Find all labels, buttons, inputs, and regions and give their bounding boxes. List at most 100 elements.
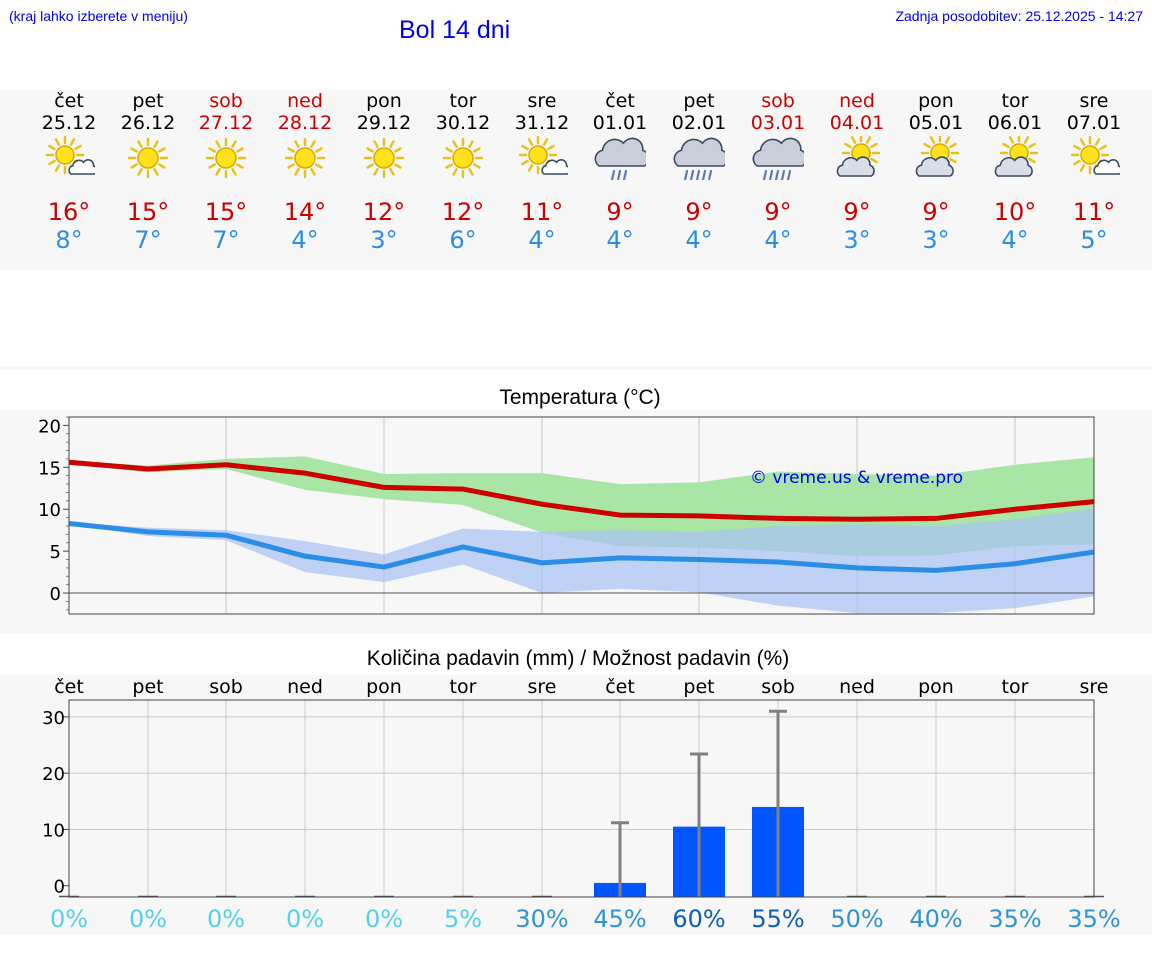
category-label: sob	[209, 676, 243, 698]
day-name: pet	[683, 90, 715, 112]
day-date: 26.12	[120, 112, 176, 134]
min-temperature: 3°	[922, 226, 950, 254]
min-temperature: 7°	[134, 226, 162, 254]
day-date: 25.12	[41, 112, 97, 134]
day-name: ned	[839, 90, 875, 112]
y-tick-label: 10	[38, 500, 61, 521]
precip-probability: 50%	[830, 905, 883, 933]
sun-behind-cloud-icon	[994, 136, 1039, 177]
category-label: pon	[918, 676, 954, 698]
day-name: tor	[1001, 90, 1029, 112]
day-date: 28.12	[277, 112, 333, 134]
max-temperature: 12°	[362, 198, 406, 226]
last-updated: Zadnja posodobitev: 25.12.2025 - 14:27	[895, 8, 1143, 24]
precip-probability: 35%	[988, 905, 1041, 933]
max-temperature: 9°	[606, 198, 634, 226]
max-temperature: 10°	[993, 198, 1037, 226]
max-temperature: 12°	[441, 198, 485, 226]
category-label: čet	[605, 676, 635, 698]
location-hint[interactable]: (kraj lahko izberete v meniju)	[9, 8, 188, 24]
max-line	[68, 459, 1095, 522]
cloud-rain-icon	[594, 137, 646, 180]
category-label: tor	[1002, 676, 1029, 698]
category-label: pon	[366, 676, 402, 698]
day-name: tor	[449, 90, 477, 112]
plot-border	[68, 416, 1095, 615]
max-temperature: 14°	[283, 198, 327, 226]
max-temperature: 9°	[685, 198, 713, 226]
day-date: 07.01	[1066, 112, 1122, 134]
precip-probability: 30%	[515, 905, 568, 933]
min-temperature: 6°	[449, 226, 477, 254]
min-temperature: 4°	[291, 226, 319, 254]
precipitation-chart-title: Količina padavin (mm) / Možnost padavin …	[366, 647, 790, 670]
y-tick-label: 30	[42, 708, 65, 729]
precip-probability: 0%	[129, 905, 167, 933]
precip-probability: 60%	[672, 905, 725, 933]
max-temperature: 9°	[764, 198, 792, 226]
precip-probability: 35%	[1067, 905, 1120, 933]
precipitation-chart: čet pet sob ned pon tor sre čet pet sob ned pon tor s…	[42, 676, 1121, 933]
min-temperature: 8°	[55, 226, 83, 254]
min-line	[68, 520, 1095, 573]
plot-border	[68, 699, 1095, 898]
day-date: 02.01	[671, 112, 727, 134]
day-name: sob	[761, 90, 795, 112]
daily-forecast-strip: čet 25.12 16° 8° pet 26.12 15° 7° sob 27.12 15° 7° n…	[0, 90, 1152, 270]
day-name: čet	[605, 90, 635, 112]
day-name: sre	[1079, 90, 1109, 112]
day-date: 30.12	[435, 112, 491, 134]
precip-probability: 55%	[751, 905, 804, 933]
day-name: pon	[366, 90, 402, 112]
sun-cloud-icon	[1070, 136, 1120, 175]
y-tick-label: 5	[50, 542, 61, 563]
min-temperature: 3°	[843, 226, 871, 254]
day-name: sre	[527, 90, 557, 112]
day-date: 04.01	[829, 112, 885, 134]
sun-behind-cloud-icon	[915, 136, 960, 177]
precipitation-chart-panel: čet pet sob ned pon tor sre čet pet sob ned pon tor s…	[0, 675, 1152, 935]
max-temperature: 9°	[843, 198, 871, 226]
day-date: 03.01	[750, 112, 806, 134]
day-name: pet	[132, 90, 164, 112]
page-title: Bol 14 dni	[399, 16, 511, 44]
day-name: ned	[287, 90, 323, 112]
max-temperature: 16°	[47, 198, 91, 226]
y-tick-label: 0	[50, 584, 61, 605]
sun-icon	[363, 137, 405, 179]
y-tick-label: 20	[38, 416, 61, 437]
plot-area	[69, 700, 1094, 897]
category-label: sre	[1080, 676, 1109, 698]
day-name: pon	[918, 90, 954, 112]
temperature-chart-title: Temperatura (°C)	[499, 386, 661, 409]
cloud-heavy-rain-icon	[673, 137, 725, 180]
precip-probability: 0%	[207, 905, 245, 933]
precip-probability: 40%	[909, 905, 962, 933]
category-label: pet	[683, 676, 714, 698]
max-temperature: 11°	[1072, 198, 1116, 226]
min-temperature: 4°	[528, 226, 556, 254]
category-label: ned	[287, 676, 323, 698]
sun-icon	[442, 137, 484, 179]
category-label: sre	[528, 676, 557, 698]
max-temperature: 9°	[922, 198, 950, 226]
min-temperature: 4°	[685, 226, 713, 254]
sun-icon	[284, 137, 326, 179]
min-temperature: 4°	[1001, 226, 1029, 254]
day-date: 31.12	[514, 112, 570, 134]
category-label: sob	[761, 676, 795, 698]
day-name: sob	[209, 90, 243, 112]
precip-probability: 5%	[444, 905, 482, 933]
category-label: čet	[54, 676, 84, 698]
min-temperature: 4°	[764, 226, 792, 254]
sun-icon	[127, 137, 169, 179]
sun-behind-cloud-icon	[836, 136, 881, 177]
min-temperature: 5°	[1080, 226, 1108, 254]
divider	[0, 366, 1152, 370]
precip-probability: 0%	[50, 905, 88, 933]
day-date: 06.01	[987, 112, 1043, 134]
min-temperature: 4°	[606, 226, 634, 254]
day-date: 29.12	[356, 112, 412, 134]
sun-cloud-icon	[518, 136, 568, 175]
sun-cloud-icon	[45, 136, 95, 175]
